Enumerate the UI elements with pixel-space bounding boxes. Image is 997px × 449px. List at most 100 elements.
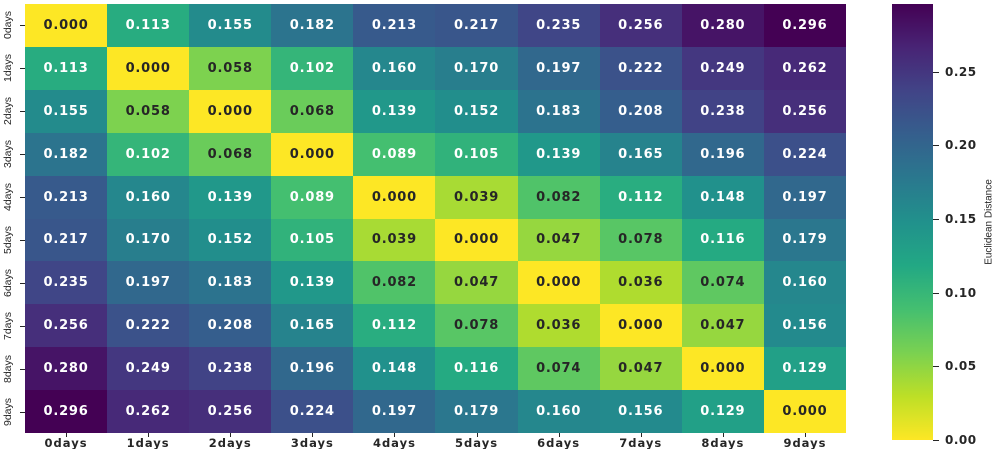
heatmap-cell: 0.000 — [25, 4, 108, 47]
x-tick — [312, 433, 314, 437]
heatmap-cell: 0.197 — [517, 46, 600, 90]
heatmap-cell: 0.179 — [763, 218, 846, 262]
heatmap-cell: 0.112 — [599, 175, 682, 219]
heatmap-cell: 0.165 — [271, 304, 354, 348]
y-tick — [20, 111, 25, 113]
heatmap-cell: 0.183 — [189, 261, 272, 305]
heatmap-cell: 0.179 — [435, 390, 518, 433]
heatmap-cell: 0.256 — [763, 89, 846, 133]
colorbar-tick-label: 0.25 — [945, 64, 977, 79]
heatmap-cell: 0.183 — [517, 89, 600, 133]
heatmap-cell: 0.160 — [763, 261, 846, 305]
heatmap-cell: 0.280 — [25, 347, 108, 391]
heatmap-cell: 0.280 — [681, 4, 764, 47]
heatmap-cell: 0.152 — [189, 218, 272, 262]
colorbar-tick — [933, 366, 939, 368]
x-tick — [558, 433, 560, 437]
heatmap-cell: 0.152 — [435, 89, 518, 133]
x-tick-label: 2days — [208, 436, 252, 449]
heatmap-cell: 0.047 — [599, 347, 682, 391]
colorbar-tick — [933, 71, 939, 73]
y-tick — [20, 154, 25, 156]
y-tick — [20, 368, 25, 370]
colorbar-tick — [933, 219, 939, 221]
heatmap-cell: 0.160 — [353, 46, 436, 90]
heatmap-cell: 0.105 — [271, 218, 354, 262]
heatmap-cell: 0.196 — [271, 347, 354, 391]
heatmap-cell: 0.039 — [435, 175, 518, 219]
heatmap-cell: 0.078 — [599, 218, 682, 262]
x-tick — [722, 433, 724, 437]
heatmap-cell: 0.000 — [517, 261, 600, 305]
heatmap-cell: 0.165 — [599, 132, 682, 176]
x-tick — [640, 433, 642, 437]
heatmap-grid: 0.000 0.113 0.155 0.182 0.213 0.217 0.235 0.256… — [25, 4, 846, 433]
heatmap-cell: 0.224 — [271, 390, 354, 433]
x-tick — [66, 433, 68, 437]
heatmap-cell: 0.000 — [353, 175, 436, 219]
heatmap-cell: 0.000 — [763, 390, 846, 433]
colorbar-tick — [933, 440, 939, 441]
heatmap-cell: 0.082 — [353, 261, 436, 305]
heatmap-cell: 0.196 — [681, 132, 764, 176]
heatmap-cell: 0.139 — [271, 261, 354, 305]
heatmap-cell: 0.000 — [189, 89, 272, 133]
x-tick-label: 1days — [126, 436, 170, 449]
y-tick — [20, 239, 25, 241]
heatmap-cell: 0.000 — [271, 132, 354, 176]
heatmap-cell: 0.296 — [25, 390, 108, 433]
x-tick — [230, 433, 232, 437]
colorbar-tick-label: 0.10 — [945, 285, 977, 300]
heatmap-cell: 0.129 — [681, 390, 764, 433]
y-tick-label: 1days — [2, 54, 14, 83]
heatmap-cell: 0.105 — [435, 132, 518, 176]
heatmap-cell: 0.222 — [599, 46, 682, 90]
x-tick-label: 5days — [455, 436, 499, 449]
heatmap-cell: 0.224 — [763, 132, 846, 176]
y-tick-label: 2days — [2, 97, 14, 126]
heatmap-cell: 0.102 — [271, 46, 354, 90]
heatmap-cell: 0.155 — [189, 4, 272, 47]
heatmap-cell: 0.208 — [189, 304, 272, 348]
x-tick — [394, 433, 396, 437]
heatmap-cell: 0.058 — [189, 46, 272, 90]
heatmap-cell: 0.249 — [681, 46, 764, 90]
heatmap-cell: 0.102 — [107, 132, 190, 176]
x-tick-label: 7days — [619, 436, 663, 449]
heatmap-cell: 0.235 — [25, 261, 108, 305]
y-tick-label: 5days — [2, 225, 14, 254]
heatmap-cell: 0.160 — [107, 175, 190, 219]
colorbar-tick-label: 0.00 — [945, 433, 977, 447]
heatmap-cell: 0.036 — [599, 261, 682, 305]
heatmap-cell: 0.238 — [681, 89, 764, 133]
colorbar-tick — [933, 145, 939, 147]
y-tick-label: 6days — [2, 268, 14, 297]
heatmap-cell: 0.256 — [189, 390, 272, 433]
y-tick — [20, 411, 25, 413]
heatmap-cell: 0.000 — [599, 304, 682, 348]
heatmap-cell: 0.000 — [107, 46, 190, 90]
heatmap-cell: 0.213 — [353, 4, 436, 47]
colorbar-tick — [933, 292, 939, 294]
heatmap-cell: 0.112 — [353, 304, 436, 348]
heatmap-cell: 0.256 — [599, 4, 682, 47]
heatmap-cell: 0.139 — [353, 89, 436, 133]
heatmap-cell: 0.296 — [763, 4, 846, 47]
colorbar — [892, 4, 933, 440]
y-tick — [20, 68, 25, 70]
heatmap-cell: 0.000 — [681, 347, 764, 391]
colorbar-tick-label: 0.15 — [945, 212, 977, 227]
heatmap-cell: 0.078 — [435, 304, 518, 348]
y-tick-label: 9days — [2, 397, 14, 426]
heatmap-cell: 0.039 — [353, 218, 436, 262]
y-tick — [20, 282, 25, 284]
colorbar-tick-label: 0.20 — [945, 138, 977, 153]
heatmap-cell: 0.074 — [681, 261, 764, 305]
heatmap-cell: 0.213 — [25, 175, 108, 219]
heatmap-cell: 0.208 — [599, 89, 682, 133]
heatmap-cell: 0.256 — [25, 304, 108, 348]
heatmap-cell: 0.155 — [25, 89, 108, 133]
heatmap-cell: 0.197 — [107, 261, 190, 305]
heatmap-cell: 0.197 — [763, 175, 846, 219]
